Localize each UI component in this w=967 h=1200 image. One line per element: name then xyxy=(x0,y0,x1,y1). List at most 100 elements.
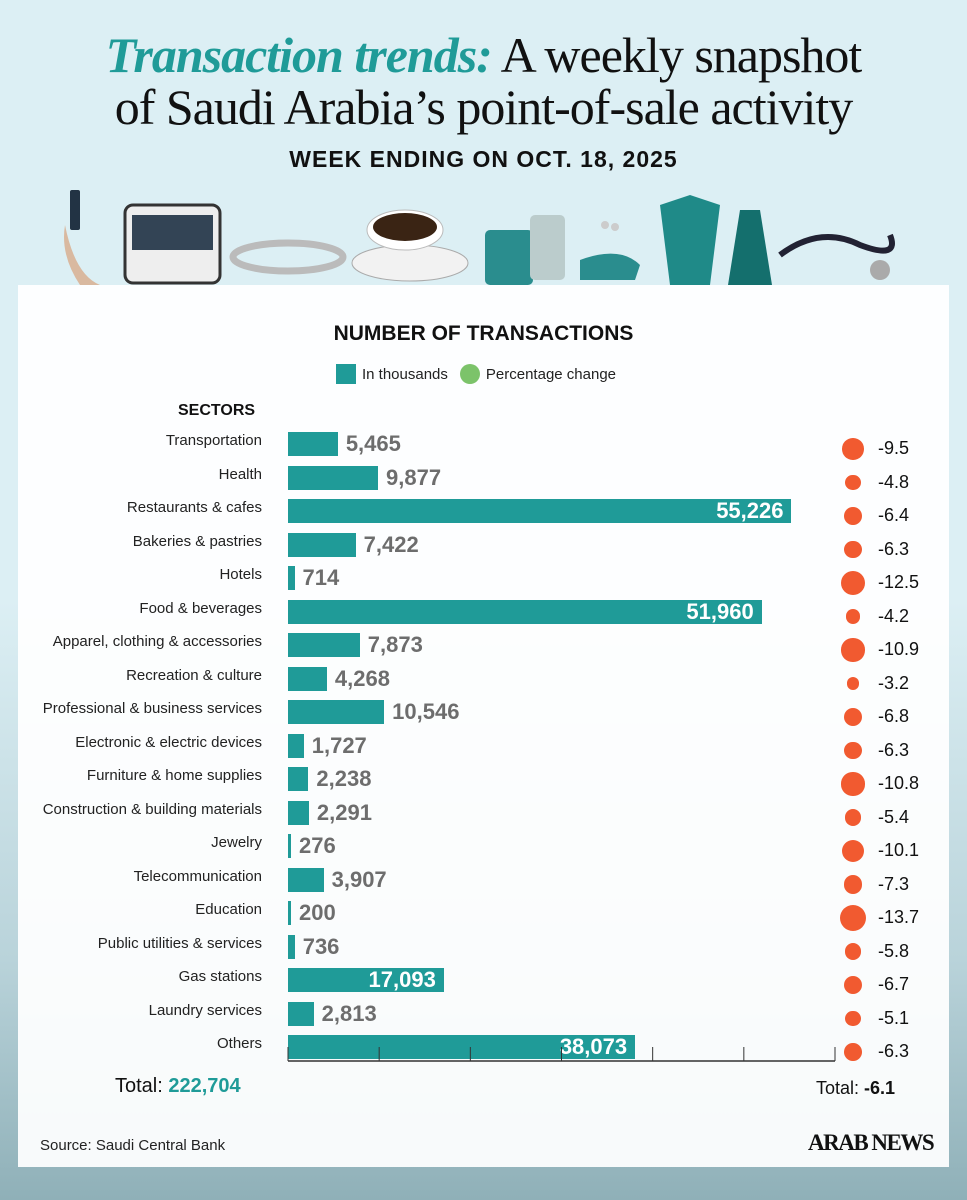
shoes-accessories-icon xyxy=(580,221,640,280)
category-label: Electronic & electric devices xyxy=(75,733,262,751)
bracelet-icon xyxy=(229,239,347,275)
category-label: Construction & building materials xyxy=(42,800,262,818)
percentage-dot xyxy=(844,540,862,559)
subtitle: WEEK ENDING ON OCT. 18, 2025 xyxy=(289,146,678,172)
bar xyxy=(288,1001,314,1026)
category-label: Recreation & culture xyxy=(126,666,262,684)
percentage-label: -10.1 xyxy=(878,840,920,860)
percentage-label: -5.8 xyxy=(878,940,910,961)
category-label: Laundry services xyxy=(148,1001,262,1019)
percentage-label: -10.9 xyxy=(878,639,920,659)
percentage-dot xyxy=(843,975,863,995)
percentage-label: -4.2 xyxy=(878,605,910,626)
percentage-dot xyxy=(845,609,861,624)
chart-title: NUMBER OF TRANSACTIONS xyxy=(333,322,634,345)
bar xyxy=(288,733,304,758)
percentage-label: -5.1 xyxy=(878,1007,910,1028)
category-label: Jewelry xyxy=(211,834,262,851)
percentage-label: -7.3 xyxy=(878,873,910,894)
percentage-dot xyxy=(845,1010,861,1027)
percentage-dot xyxy=(843,875,863,894)
category-label: Education xyxy=(195,901,262,918)
bar-value-label: 200 xyxy=(299,900,336,925)
category-label: Food & beverages xyxy=(139,599,262,617)
percentage-label: -9.5 xyxy=(878,438,910,458)
percentage-label: -6.3 xyxy=(878,538,910,559)
bar-value-label: 38,073 xyxy=(559,1034,628,1059)
percentage-label: -10.8 xyxy=(878,773,920,793)
legend-swatch-bar xyxy=(336,364,356,384)
percentage-label: -5.4 xyxy=(878,806,910,827)
percentage-dot xyxy=(840,905,866,931)
bar-value-label: 2,813 xyxy=(321,1000,377,1026)
bar xyxy=(288,934,295,959)
category-label: Apparel, clothing & accessories xyxy=(52,633,262,650)
bar-value-label: 2,291 xyxy=(316,799,372,825)
total-percentage: Total: -6.1 xyxy=(816,1078,896,1098)
legend-swatch-dot xyxy=(459,364,480,384)
percentage-dot xyxy=(846,677,860,690)
bar-value-label: 276 xyxy=(299,833,336,858)
bar xyxy=(288,800,309,825)
bar xyxy=(288,834,291,858)
bar-value-label: 736 xyxy=(302,933,340,959)
stethoscope-icon xyxy=(778,233,895,280)
bar-value-label: 55,226 xyxy=(716,498,784,523)
category-label: Public utilities & services xyxy=(97,934,262,952)
category-label: Furniture & home supplies xyxy=(86,767,262,784)
category-label: Hotels xyxy=(219,566,262,583)
bar xyxy=(288,432,338,456)
category-label: Others xyxy=(216,1035,262,1052)
bar-value-label: 7,422 xyxy=(363,531,419,557)
bar-value-label: 51,960 xyxy=(686,598,754,624)
percentage-dot xyxy=(840,570,866,596)
category-label: Professional & business services xyxy=(42,700,262,717)
bar-value-label: 9,877 xyxy=(386,464,442,490)
percentage-dot xyxy=(844,943,862,960)
percentage-label: -6.7 xyxy=(878,974,910,994)
bar-value-label: 17,093 xyxy=(368,967,436,992)
category-label: Telecommunication xyxy=(133,867,262,885)
legend-label-percentage: Percentage change xyxy=(485,365,617,383)
title-line-1: Transaction trends: A weekly snapshot xyxy=(105,27,863,83)
category-label: Transportation xyxy=(165,432,262,449)
percentage-label: -6.8 xyxy=(878,706,910,726)
percentage-label: -4.8 xyxy=(878,471,910,492)
total-count: Total: 222,704 xyxy=(115,1075,241,1097)
category-label: Bakeries & pastries xyxy=(132,532,262,550)
phone-in-hand-icon xyxy=(64,190,100,285)
jacket-icon xyxy=(660,195,720,285)
sectors-header: SECTORS xyxy=(178,402,256,419)
category-label: Gas stations xyxy=(178,968,262,985)
bar xyxy=(288,867,324,892)
bar-value-label: 2,238 xyxy=(316,766,372,791)
bar-value-label: 1,727 xyxy=(311,732,367,758)
bar-value-label: 10,546 xyxy=(392,699,460,724)
illustration-strip xyxy=(64,190,895,285)
chart-panel xyxy=(18,285,949,1167)
title-line-2: of Saudi Arabia’s point-of-sale activity xyxy=(114,79,854,135)
percentage-dot xyxy=(844,741,862,760)
percentage-dot xyxy=(841,772,865,796)
bar-value-label: 3,907 xyxy=(331,866,387,892)
percentage-label: -6.3 xyxy=(878,739,910,760)
percentage-dot xyxy=(845,474,861,491)
percentage-label: -6.3 xyxy=(878,1041,910,1061)
bar-value-label: 7,873 xyxy=(367,632,423,657)
bar xyxy=(288,465,379,490)
source-note: Source: Saudi Central Bank xyxy=(40,1137,226,1154)
category-label: Health xyxy=(218,465,262,483)
bar xyxy=(288,700,385,724)
percentage-dot xyxy=(844,507,862,525)
bar-value-label: 5,465 xyxy=(345,431,401,456)
percentage-label: -13.7 xyxy=(878,907,920,927)
bar xyxy=(288,901,291,925)
bar xyxy=(288,599,762,624)
bar xyxy=(288,1035,636,1059)
bar-value-label: 714 xyxy=(302,565,340,590)
bar xyxy=(288,666,327,691)
arab-news-logo: ARAB NEWS xyxy=(808,1130,935,1155)
dress-icon xyxy=(728,210,772,285)
percentage-dot xyxy=(841,638,865,662)
